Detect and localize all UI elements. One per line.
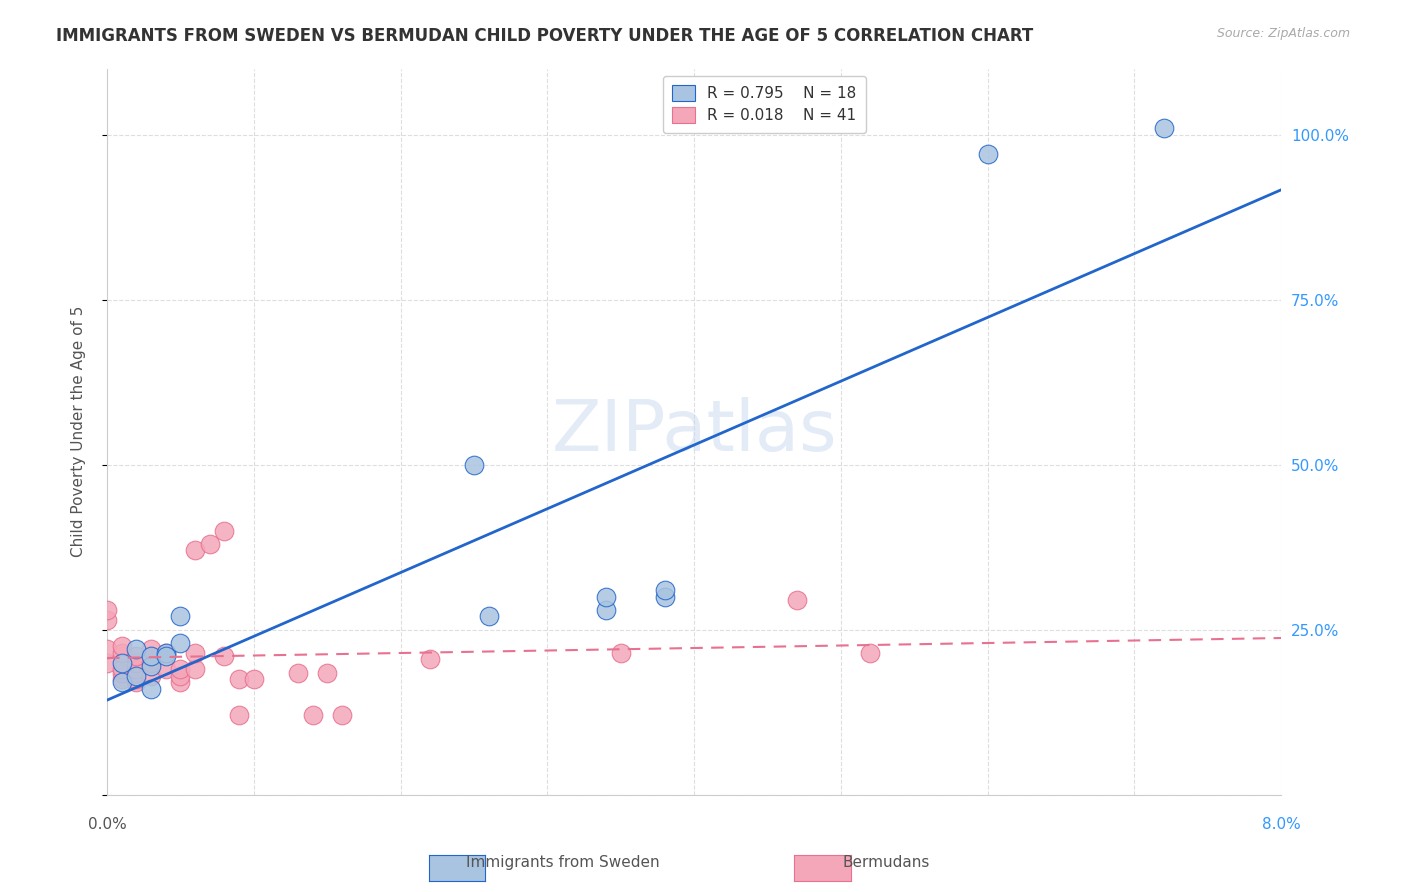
Point bbox=[169, 669, 191, 683]
Point bbox=[169, 675, 191, 690]
Point bbox=[169, 636, 191, 650]
Text: IMMIGRANTS FROM SWEDEN VS BERMUDAN CHILD POVERTY UNDER THE AGE OF 5 CORRELATION : IMMIGRANTS FROM SWEDEN VS BERMUDAN CHILD… bbox=[56, 27, 1033, 45]
Point bbox=[976, 147, 998, 161]
Point bbox=[139, 659, 162, 673]
Point bbox=[419, 652, 441, 666]
Point bbox=[287, 665, 309, 680]
Point bbox=[111, 656, 134, 670]
Text: Source: ZipAtlas.com: Source: ZipAtlas.com bbox=[1216, 27, 1350, 40]
Point bbox=[111, 665, 134, 680]
Point bbox=[125, 665, 148, 680]
Point bbox=[595, 590, 617, 604]
Text: 8.0%: 8.0% bbox=[1261, 817, 1301, 832]
Text: ZIPatlas: ZIPatlas bbox=[551, 397, 837, 467]
Point bbox=[96, 656, 118, 670]
Point bbox=[139, 648, 162, 663]
Point bbox=[243, 672, 266, 686]
Point bbox=[184, 646, 207, 660]
Point bbox=[139, 648, 162, 663]
Y-axis label: Child Poverty Under the Age of 5: Child Poverty Under the Age of 5 bbox=[72, 306, 86, 558]
Point bbox=[169, 609, 191, 624]
Point bbox=[214, 648, 236, 663]
Point bbox=[155, 646, 177, 660]
Text: 0.0%: 0.0% bbox=[87, 817, 127, 832]
Point bbox=[125, 669, 148, 683]
Point bbox=[155, 648, 177, 663]
Point bbox=[478, 609, 501, 624]
Point bbox=[125, 642, 148, 657]
Point bbox=[139, 642, 162, 657]
Point bbox=[125, 672, 148, 686]
Point bbox=[654, 590, 676, 604]
Point bbox=[139, 656, 162, 670]
Point bbox=[330, 708, 353, 723]
Point bbox=[125, 656, 148, 670]
Point bbox=[463, 458, 485, 472]
Point bbox=[139, 669, 162, 683]
Point bbox=[595, 603, 617, 617]
Point bbox=[228, 708, 250, 723]
Text: Bermudans: Bermudans bbox=[842, 855, 929, 870]
Point bbox=[125, 648, 148, 663]
Point bbox=[316, 665, 339, 680]
Point bbox=[609, 646, 631, 660]
Point bbox=[111, 639, 134, 653]
Point bbox=[786, 593, 808, 607]
Point bbox=[654, 582, 676, 597]
Point bbox=[125, 675, 148, 690]
Point bbox=[155, 646, 177, 660]
Point bbox=[111, 646, 134, 660]
Point bbox=[1153, 120, 1175, 135]
Legend: R = 0.795    N = 18, R = 0.018    N = 41: R = 0.795 N = 18, R = 0.018 N = 41 bbox=[664, 76, 866, 133]
Point bbox=[111, 675, 134, 690]
Point bbox=[214, 524, 236, 538]
Point bbox=[139, 681, 162, 696]
Point bbox=[228, 672, 250, 686]
Point bbox=[111, 672, 134, 686]
Point bbox=[184, 543, 207, 558]
Point bbox=[155, 662, 177, 676]
Point bbox=[96, 642, 118, 657]
Point bbox=[169, 662, 191, 676]
Text: Immigrants from Sweden: Immigrants from Sweden bbox=[465, 855, 659, 870]
Point bbox=[301, 708, 323, 723]
Point bbox=[859, 646, 882, 660]
Point bbox=[198, 537, 221, 551]
Point bbox=[184, 662, 207, 676]
Point bbox=[96, 603, 118, 617]
Point bbox=[96, 613, 118, 627]
Point bbox=[111, 662, 134, 676]
Point bbox=[125, 662, 148, 676]
